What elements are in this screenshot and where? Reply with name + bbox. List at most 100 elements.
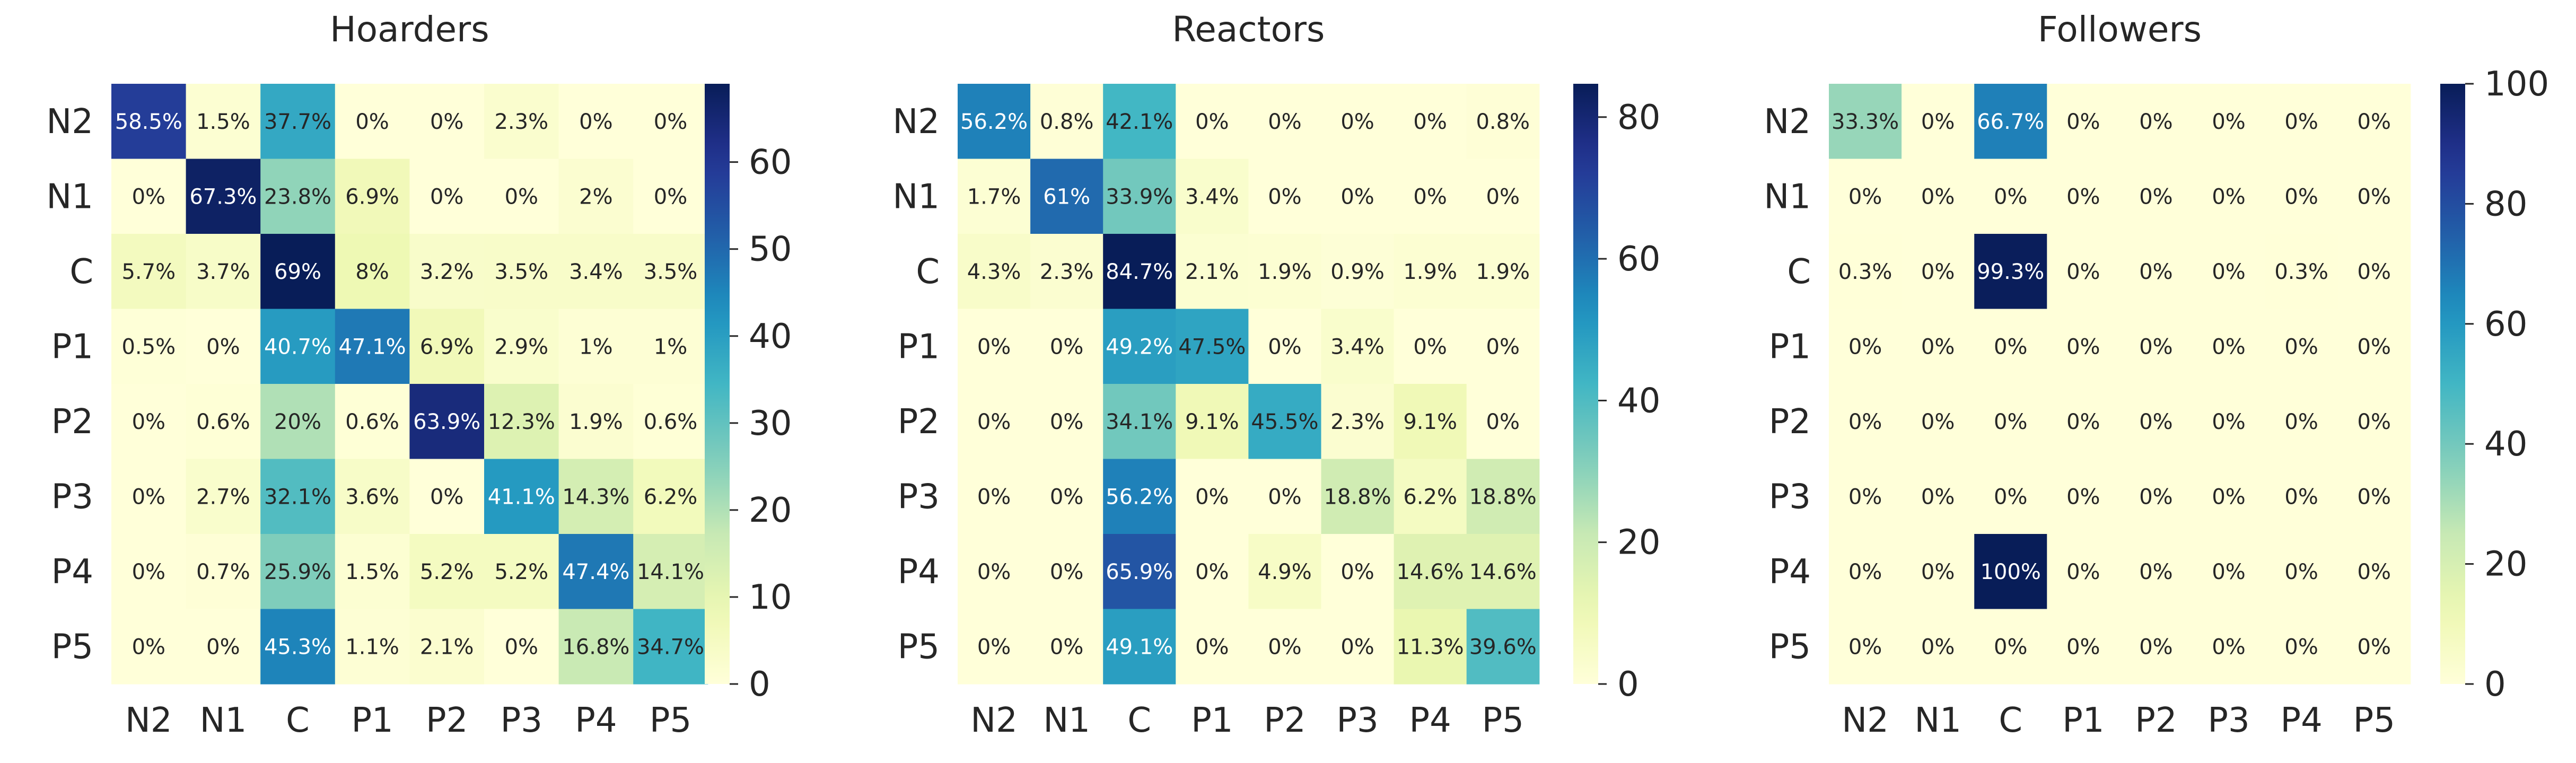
cell-value-label: 0%	[1486, 410, 1520, 434]
cell-value-label: 0%	[1340, 560, 1374, 584]
heatmap-cell	[335, 459, 410, 534]
cell-value-label: 47.1%	[339, 335, 406, 359]
heatmap-cell	[111, 384, 187, 460]
heatmap-cell	[1466, 159, 1540, 234]
cell-value-label: 1.5%	[345, 560, 399, 584]
cell-value-label: 2.3%	[494, 110, 548, 134]
colorbar-tick-label: 50	[749, 230, 792, 269]
cell-value-label: 6.9%	[420, 335, 474, 359]
colorbar-tick-label: 20	[1617, 523, 1660, 563]
heatmap-cell	[2047, 159, 2120, 234]
heatmap-cell	[2047, 84, 2120, 160]
heatmap-cell	[1321, 84, 1395, 160]
heatmap-cell	[633, 459, 708, 534]
heatmap-cell	[1394, 609, 1467, 685]
heatmap-cell	[958, 609, 1031, 685]
y-tick-label: N1	[892, 177, 940, 216]
heatmap-cell	[335, 384, 410, 460]
heatmap-cell	[2192, 84, 2266, 160]
cell-value-label: 61%	[1043, 185, 1090, 209]
cell-value-label: 0%	[2284, 410, 2318, 434]
cell-value-label: 0%	[1340, 110, 1374, 134]
cell-value-label: 0%	[1848, 410, 1882, 434]
heatmap-panel-2: Reactors 56.2% 0.8% 42.1% 0% 0% 0% 0% 0.8% 1.7% 61…	[892, 9, 1660, 740]
heatmap-cell	[633, 534, 708, 610]
cell-value-label: 0%	[2212, 185, 2245, 209]
colorbar-tick-label: 40	[2484, 425, 2527, 464]
y-tick-label: P3	[1769, 477, 1811, 516]
heatmap-cell	[1030, 234, 1103, 310]
cell-value-label: 14.3%	[562, 485, 629, 509]
x-tick-label: N2	[1842, 701, 1889, 740]
cell-value-label: 0%	[1848, 635, 1882, 659]
cell-value-label: 0%	[2066, 410, 2100, 434]
colorbar	[1573, 84, 1598, 684]
heatmap-cell	[1176, 384, 1249, 460]
cell-value-label: 18.8%	[1324, 485, 1391, 509]
heatmap-cell	[1902, 384, 1975, 460]
cell-value-label: 5.7%	[121, 260, 176, 284]
heatmap-cell	[1829, 84, 1902, 160]
colorbar-tick-label: 60	[1617, 240, 1660, 279]
heatmap-cell	[409, 459, 485, 534]
cell-value-label: 0%	[2212, 260, 2245, 284]
cell-value-label: 47.4%	[562, 560, 629, 584]
heatmap-cell	[1974, 234, 2047, 310]
cell-value-label: 0%	[132, 485, 165, 509]
cell-value-label: 12.3%	[488, 410, 555, 434]
cell-value-label: 41.1%	[488, 485, 555, 509]
heatmap-cell	[558, 234, 634, 310]
cell-value-label: 42.1%	[1106, 110, 1173, 134]
cell-value-label: 40.7%	[264, 335, 331, 359]
x-tick-label: P3	[501, 701, 542, 740]
heatmap-cell	[1466, 534, 1540, 610]
cell-value-label: 0%	[1848, 185, 1882, 209]
cell-value-label: 14.6%	[1469, 560, 1537, 584]
heatmap-cell	[1176, 609, 1249, 685]
x-tick-label: P3	[2207, 701, 2249, 740]
cell-value-label: 0%	[505, 635, 538, 659]
cell-value-label: 0%	[1848, 560, 1882, 584]
colorbar-tick-label: 0	[749, 665, 770, 704]
cell-value-label: 0%	[1340, 635, 1374, 659]
cell-value-label: 66.7%	[1977, 110, 2044, 134]
x-tick-label: N2	[125, 701, 172, 740]
y-tick-label: P1	[1769, 327, 1811, 366]
cell-value-label: 0.3%	[1838, 260, 1892, 284]
heatmap-cell	[2265, 159, 2338, 234]
x-tick-label: P5	[1482, 701, 1524, 740]
colorbar-tick-label: 40	[1617, 381, 1660, 420]
heatmap-cell	[111, 309, 187, 384]
cell-value-label: 0%	[2358, 485, 2391, 509]
heatmap-cell	[1466, 384, 1540, 460]
heatmap-cell	[409, 309, 485, 384]
colorbar-tick-label: 20	[2484, 545, 2527, 584]
heatmap-cell	[2119, 459, 2193, 534]
cell-value-label: 0%	[1921, 635, 1955, 659]
heatmap-cell	[484, 459, 559, 534]
y-tick-label: P3	[898, 477, 940, 516]
colorbar-tick-label: 30	[749, 404, 792, 443]
x-tick-label: P1	[1191, 701, 1233, 740]
cell-value-label: 0%	[1921, 335, 1955, 359]
cell-value-label: 0%	[132, 185, 165, 209]
cell-value-label: 0%	[1050, 635, 1083, 659]
x-tick-label: P4	[1409, 701, 1451, 740]
heatmap-cell	[2337, 159, 2411, 234]
cell-value-label: 3.4%	[569, 260, 623, 284]
heatmap-cell	[633, 384, 708, 460]
cell-value-label: 33.9%	[1106, 185, 1173, 209]
y-tick-label: P4	[1769, 552, 1811, 592]
heatmap-cell	[186, 534, 261, 610]
heatmap-cell	[2337, 459, 2411, 534]
heatmap-cell	[633, 309, 708, 384]
heatmap-cell	[186, 84, 261, 160]
heatmap-cell	[1030, 309, 1103, 384]
heatmap-cell	[335, 609, 410, 685]
cell-value-label: 0%	[1921, 560, 1955, 584]
y-tick-label: P5	[898, 627, 940, 666]
heatmap-cell	[2047, 384, 2120, 460]
colorbar-tick-label: 60	[749, 143, 792, 182]
heatmap-cell	[2192, 534, 2266, 610]
